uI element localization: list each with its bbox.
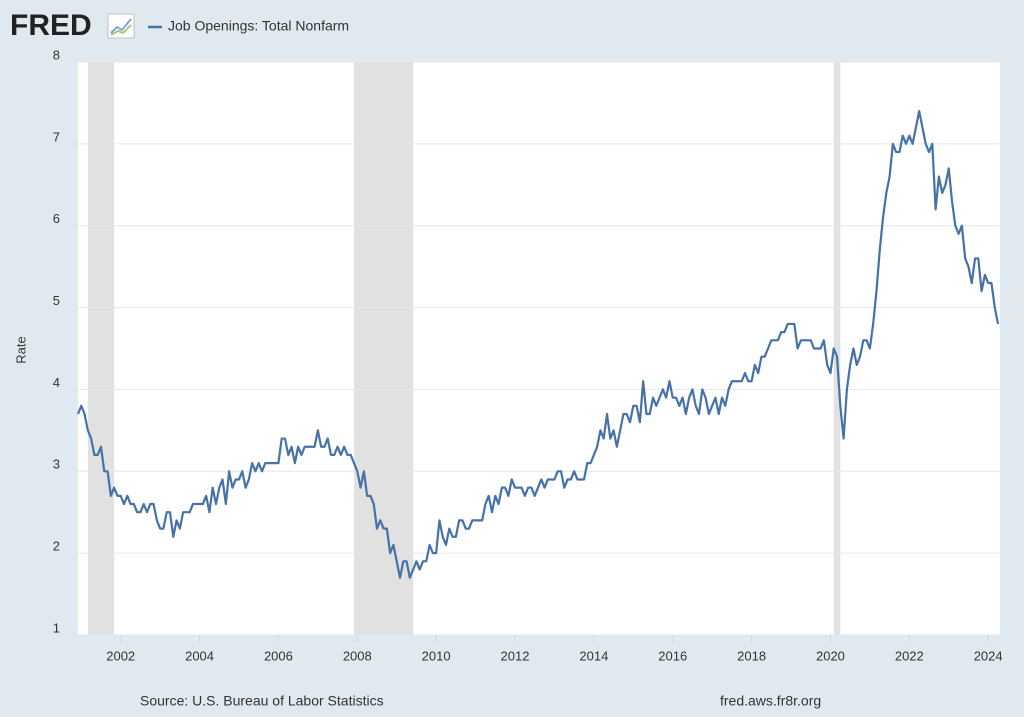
x-tick-label: 2002 [106, 648, 135, 663]
x-tick-label: 2006 [264, 648, 293, 663]
y-axis-label: Rate [13, 336, 28, 363]
logo: FRED [10, 9, 92, 42]
series-line [76, 110, 1000, 579]
x-tick-label: 2010 [422, 648, 451, 663]
y-tick-label: 3 [53, 457, 60, 472]
logo-icon [107, 13, 135, 39]
x-tick-label: 2016 [658, 648, 687, 663]
x-tick-label: 2022 [895, 648, 924, 663]
recession-band [354, 62, 414, 635]
x-tick-label: 2004 [185, 648, 214, 663]
x-tick-label: 2018 [737, 648, 766, 663]
recession-band [833, 62, 841, 635]
y-tick-label: 4 [53, 375, 60, 390]
y-tick-label: 1 [53, 620, 60, 635]
x-tick-label: 2012 [501, 648, 530, 663]
legend-label: Job Openings: Total Nonfarm [168, 18, 349, 34]
plot-area [78, 62, 1000, 635]
y-tick-label: 8 [53, 47, 60, 62]
y-tick-label: 2 [53, 539, 60, 554]
y-tick-label: 5 [53, 293, 60, 308]
source: Source: U.S. Bureau of Labor Statistics [140, 693, 384, 709]
recession-band [87, 62, 115, 635]
y-tick-label: 7 [53, 129, 60, 144]
x-tick-label: 2014 [579, 648, 608, 663]
x-tick-label: 2020 [816, 648, 845, 663]
site: fred.aws.fr8r.org [720, 693, 821, 709]
y-tick-label: 6 [53, 211, 60, 226]
x-tick-label: 2008 [343, 648, 372, 663]
x-tick-label: 2024 [974, 648, 1003, 663]
